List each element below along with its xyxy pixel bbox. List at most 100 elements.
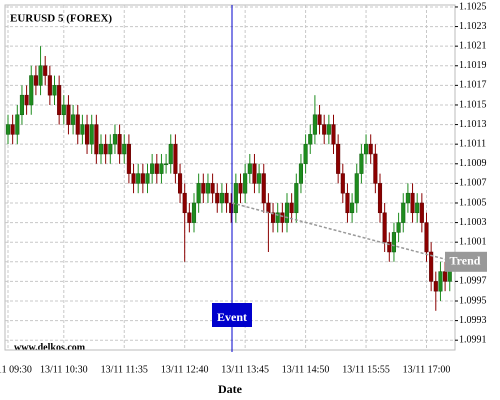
watermark: www.delkos.com: [14, 342, 86, 353]
candle-body: [210, 183, 215, 194]
candle-body: [108, 143, 113, 155]
candle-body: [364, 143, 369, 155]
x-tick-label: 13/11 09:30: [0, 364, 32, 375]
candle-body: [415, 202, 420, 214]
candle-body: [368, 143, 373, 155]
candle-body: [131, 173, 136, 184]
x-tick-label: 13/11 14:50: [282, 364, 330, 375]
candle-body: [238, 183, 243, 194]
candle-body: [345, 192, 350, 214]
candle-body: [61, 104, 66, 116]
candle-body: [85, 124, 90, 145]
candle-body: [98, 143, 104, 155]
candle-body: [382, 212, 387, 243]
x-tick-label: 13/11 17:00: [403, 364, 451, 375]
candle-body: [164, 163, 169, 166]
candle-body: [112, 134, 118, 145]
candle-body: [168, 143, 173, 165]
candle-body: [33, 75, 38, 86]
candle-body: [243, 173, 248, 194]
y-tick-label: 1.1025: [459, 1, 487, 12]
x-tick-label: 13/11 12:40: [161, 364, 209, 375]
candle-body: [429, 251, 434, 282]
candle-body: [187, 212, 192, 223]
y-tick-label: 1.1017: [459, 80, 487, 91]
y-tick-label: 1.1011: [459, 138, 486, 149]
y-tick-label: 1.1019: [459, 60, 487, 71]
candle-body: [52, 85, 57, 96]
candle-body: [405, 192, 410, 204]
candle-body: [354, 173, 359, 204]
y-tick-label: 1.1007: [459, 178, 487, 189]
candle-body: [126, 143, 131, 174]
candle-body: [219, 192, 224, 204]
candle-body: [19, 94, 24, 116]
candle-body: [336, 143, 341, 174]
y-tick-label: 1.1003: [459, 217, 487, 228]
candle-body: [57, 85, 62, 116]
y-tick-label: 1.1023: [459, 21, 487, 32]
trend-label: Trend: [450, 254, 481, 268]
candle-body: [140, 173, 145, 184]
candle-body: [350, 202, 355, 214]
candle-body: [396, 222, 401, 233]
candle-body: [340, 173, 345, 194]
candle-body: [136, 173, 141, 184]
plot-layer: 1.09911.09931.09951.09971.09991.10011.10…: [0, 1, 487, 375]
candle-body: [294, 183, 299, 214]
candle-body: [66, 104, 71, 125]
candle-body: [38, 65, 43, 86]
candle-body: [233, 183, 238, 214]
candle-body: [94, 124, 99, 155]
candle-body: [275, 212, 280, 223]
candle-body: [391, 232, 396, 253]
candle-body: [303, 143, 308, 165]
candle-body: [215, 192, 220, 204]
candle-body: [322, 124, 327, 135]
candle-body: [47, 75, 52, 96]
candle-body: [438, 271, 443, 292]
candle-body: [433, 281, 438, 292]
candle-body: [326, 124, 331, 135]
candle-body: [117, 134, 122, 155]
candle-body: [43, 65, 48, 76]
candle-body: [280, 212, 285, 223]
candle-body: [261, 173, 266, 204]
y-tick-label: 1.0995: [459, 295, 487, 306]
candle-body: [89, 124, 94, 145]
candle-body: [229, 202, 234, 214]
candle-body: [205, 183, 210, 194]
candle-body: [80, 124, 85, 135]
candle-body: [401, 202, 406, 223]
candle-body: [359, 153, 364, 174]
x-tick-label: 13/11 11:35: [101, 364, 148, 375]
candle-body: [71, 114, 76, 125]
candle-body: [122, 143, 127, 155]
x-tick-label: 13/11 13:45: [221, 364, 269, 375]
candle-body: [201, 183, 206, 194]
candle-body: [5, 124, 11, 135]
candle-body: [373, 153, 378, 184]
trend-line: [231, 202, 456, 263]
candle-body: [289, 202, 294, 214]
x-tick-label: 13/11 10:30: [40, 364, 88, 375]
candle-body: [159, 163, 164, 174]
candle-body: [387, 241, 392, 253]
candle-body: [247, 163, 252, 174]
y-tick-label: 1.0991: [459, 334, 487, 345]
candle-body: [377, 183, 383, 214]
candle-body: [29, 75, 34, 106]
candle-body: [150, 163, 155, 174]
candle-body: [410, 192, 415, 214]
candle-body: [145, 173, 150, 184]
candle-body: [284, 202, 290, 223]
candle-body: [312, 114, 317, 135]
plot-frame: [4, 4, 456, 351]
candle-body: [331, 124, 336, 145]
candle-body: [24, 94, 29, 106]
y-tick-label: 1.1015: [459, 99, 487, 110]
x-tick-label: 13/11 15:55: [342, 364, 390, 375]
candle-body: [10, 124, 15, 135]
candle-body: [173, 143, 178, 174]
